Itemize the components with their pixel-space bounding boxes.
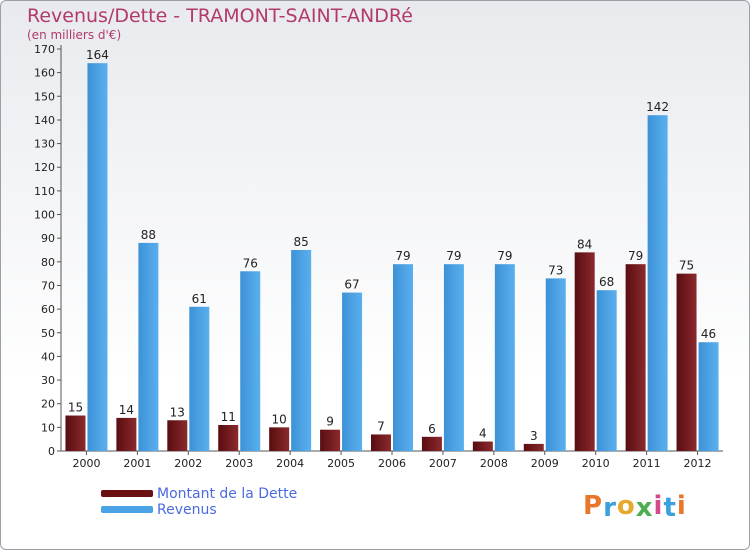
logo-letter: i <box>676 491 687 521</box>
y-tick-label: 110 <box>34 185 55 198</box>
revenue-bar <box>443 264 464 451</box>
revenue-bar <box>189 306 210 451</box>
debt-value-label: 10 <box>272 412 287 426</box>
x-tick-label: 2010 <box>582 457 610 470</box>
revenue-value-label: 73 <box>548 263 563 277</box>
logo-letter: o <box>616 491 636 521</box>
debt-value-label: 3 <box>530 429 538 443</box>
debt-bar <box>676 273 697 451</box>
x-tick-label: 2008 <box>480 457 508 470</box>
x-tick-label: 2006 <box>378 457 406 470</box>
revenue-value-label: 85 <box>294 235 309 249</box>
legend-swatch-dette <box>101 490 153 497</box>
revenue-value-label: 79 <box>446 249 461 263</box>
debt-value-label: 9 <box>326 415 334 429</box>
debt-bar <box>421 436 442 451</box>
debt-value-label: 11 <box>221 410 236 424</box>
y-tick-label: 120 <box>34 161 55 174</box>
revenue-value-label: 164 <box>86 48 109 62</box>
y-tick-label: 40 <box>41 350 55 363</box>
y-tick-label: 170 <box>34 43 55 56</box>
y-tick-label: 100 <box>34 209 55 222</box>
revenue-bar <box>545 278 566 451</box>
revenue-value-label: 46 <box>701 327 716 341</box>
x-tick-label: 2003 <box>225 457 253 470</box>
chart-title: Revenus/Dette - TRAMONT-SAINT-ANDRé <box>27 5 413 27</box>
revenue-value-label: 79 <box>395 249 410 263</box>
y-tick-label: 50 <box>41 327 55 340</box>
revenue-bar <box>494 264 515 451</box>
debt-bar <box>625 264 646 451</box>
debt-value-label: 13 <box>170 405 185 419</box>
logo-letter: i <box>653 491 664 521</box>
chart-subtitle: (en milliers d'€) <box>27 28 122 42</box>
y-tick-label: 0 <box>48 445 55 458</box>
debt-value-label: 84 <box>577 237 592 251</box>
logo-letter: x <box>635 493 654 523</box>
debt-value-label: 79 <box>628 249 643 263</box>
debt-bar <box>269 427 290 451</box>
revenue-bar <box>291 250 312 451</box>
y-tick-label: 130 <box>34 138 55 151</box>
logo-letter: r <box>603 493 617 523</box>
x-tick-label: 2000 <box>72 457 100 470</box>
x-tick-label: 2007 <box>429 457 457 470</box>
x-tick-label: 2002 <box>174 457 202 470</box>
y-tick-label: 140 <box>34 114 55 127</box>
x-tick-label: 2004 <box>276 457 304 470</box>
revenue-value-label: 142 <box>646 100 669 114</box>
y-tick-label: 10 <box>41 421 55 434</box>
y-tick-label: 150 <box>34 90 55 103</box>
debt-value-label: 6 <box>428 422 436 436</box>
revenue-bar <box>698 342 719 451</box>
legend-swatch-revenus <box>101 506 153 513</box>
legend-label-revenus: Revenus <box>157 502 217 518</box>
logo-letter: t <box>663 493 677 523</box>
debt-bar <box>116 417 137 451</box>
revenue-bar <box>596 290 617 451</box>
x-tick-label: 2011 <box>633 457 661 470</box>
revenue-value-label: 88 <box>141 228 156 242</box>
x-tick-label: 2001 <box>123 457 151 470</box>
y-tick-label: 80 <box>41 256 55 269</box>
debt-bar <box>371 434 391 451</box>
legend-label-dette: Montant de la Dette <box>157 486 298 502</box>
revenue-value-label: 61 <box>192 292 207 306</box>
revenue-bar <box>393 264 413 451</box>
x-tick-label: 2005 <box>327 457 355 470</box>
y-tick-label: 90 <box>41 232 55 245</box>
y-tick-label: 30 <box>41 374 55 387</box>
debt-bar <box>523 443 544 451</box>
y-tick-label: 60 <box>41 303 55 316</box>
debt-value-label: 7 <box>377 419 385 433</box>
y-tick-label: 20 <box>41 398 55 411</box>
y-tick-label: 70 <box>41 279 55 292</box>
revenue-value-label: 79 <box>497 249 512 263</box>
x-tick-label: 2012 <box>684 457 712 470</box>
revenue-value-label: 67 <box>344 278 359 292</box>
debt-value-label: 15 <box>68 401 83 415</box>
debt-bar <box>167 420 188 451</box>
debt-bar <box>574 252 595 451</box>
revenue-bar <box>342 292 363 451</box>
debt-value-label: 14 <box>119 403 134 417</box>
debt-value-label: 4 <box>479 427 487 441</box>
x-tick-label: 2009 <box>531 457 559 470</box>
revenue-bar <box>240 271 261 451</box>
debt-bar <box>218 424 239 451</box>
proxiti-logo: Proxiti <box>583 491 687 523</box>
y-tick-label: 160 <box>34 67 55 80</box>
revenue-bar <box>647 115 668 451</box>
revenue-bar <box>138 242 159 451</box>
revenue-bar <box>87 63 108 452</box>
debt-value-label: 75 <box>679 259 694 273</box>
logo-letter: P <box>583 491 604 521</box>
debt-bar <box>472 441 493 451</box>
revenue-value-label: 76 <box>243 256 258 270</box>
debt-bar <box>320 429 341 451</box>
debt-bar <box>65 415 86 451</box>
revenue-value-label: 68 <box>599 275 614 289</box>
